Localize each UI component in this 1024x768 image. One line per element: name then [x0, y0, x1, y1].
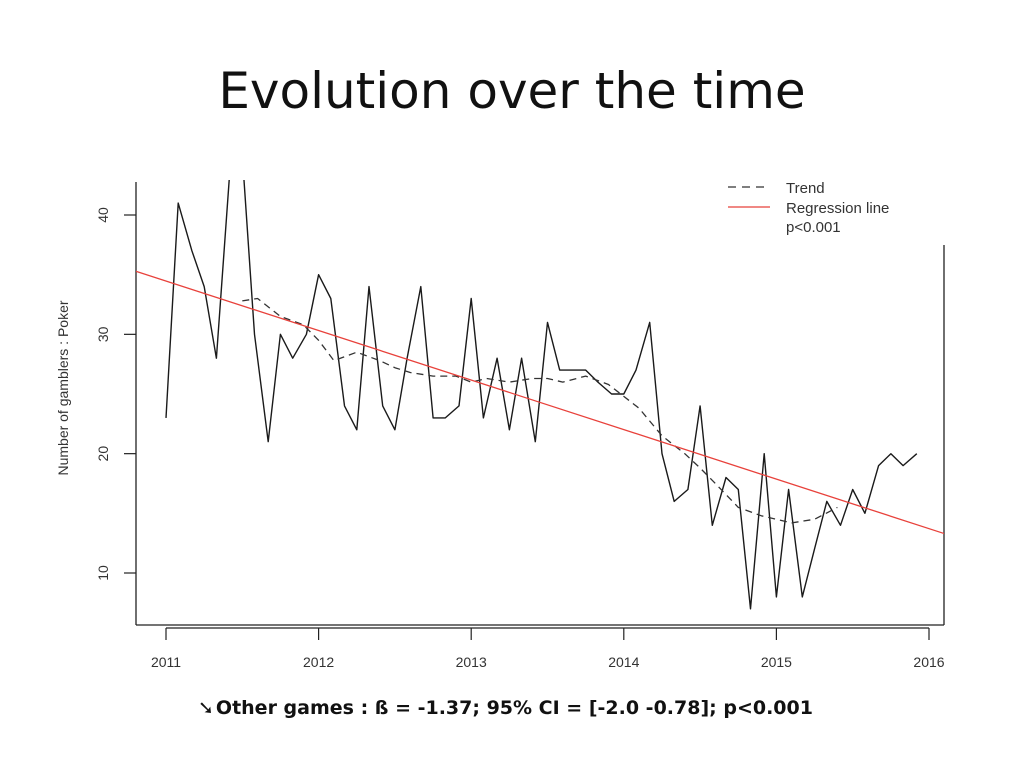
arrow-down-right-icon: ➘ [198, 697, 214, 719]
x-tick-label: 2016 [913, 654, 944, 670]
y-axis-label: Number of gamblers : Poker [55, 300, 71, 475]
slide-title: Evolution over the time [218, 62, 806, 120]
chart-legend: Trend Regression line p<0.001 [728, 180, 889, 236]
caption-text: Other games : ß = -1.37; 95% CI = [-2.0 … [215, 697, 813, 719]
x-axis-ticks: 2011 2012 2013 2014 2015 2016 [151, 628, 945, 670]
y-axis-ticks: 10 20 30 40 [95, 207, 136, 581]
trend-series-line [242, 297, 838, 524]
x-tick-label: 2012 [303, 654, 334, 670]
x-tick-label: 2014 [608, 654, 639, 670]
y-tick-label: 20 [95, 446, 111, 462]
observed-series-line [165, 180, 918, 610]
series-layer [136, 180, 944, 610]
regression-series-line [136, 270, 944, 535]
legend-regression-label: Regression line [786, 200, 889, 217]
result-caption: ➘ Other games : ß = -1.37; 95% CI = [-2.0… [198, 697, 813, 719]
y-tick-label: 10 [95, 565, 111, 581]
x-tick-label: 2015 [761, 654, 792, 670]
y-tick-label: 40 [95, 207, 111, 223]
y-tick-label: 30 [95, 326, 111, 342]
x-tick-label: 2011 [151, 654, 181, 670]
legend-trend-label: Trend [786, 180, 825, 197]
legend-pvalue-label: p<0.001 [786, 219, 841, 236]
x-tick-label: 2013 [456, 654, 487, 670]
